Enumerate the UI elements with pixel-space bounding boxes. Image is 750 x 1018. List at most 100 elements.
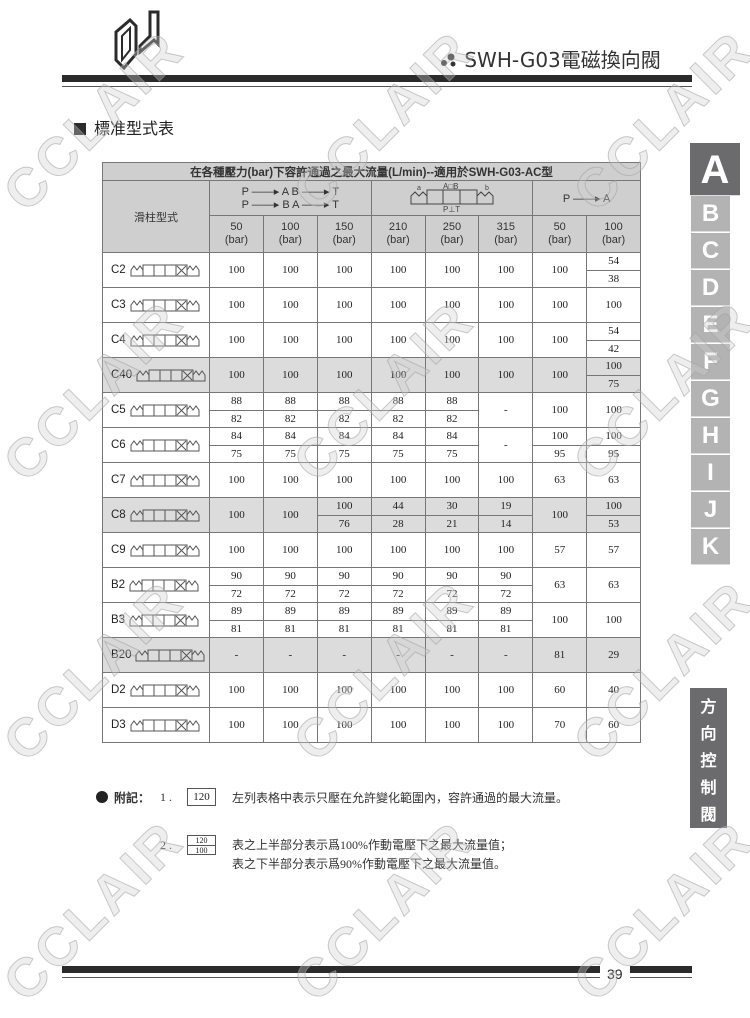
spool-symbol-icon xyxy=(130,404,200,417)
cclair-logo-icon xyxy=(114,10,160,70)
table-caption: 在各種壓力(bar)下容許通過之最大流量(L/min)--適用於SWH-G03-… xyxy=(102,162,641,181)
flow-cell: 90 72 xyxy=(424,567,480,603)
flow-cell: 84 75 xyxy=(209,427,264,463)
spool-type-label: C7 xyxy=(111,474,126,487)
split-value: 100 75 xyxy=(587,358,640,392)
split-value: 84 75 xyxy=(317,428,371,462)
flow-cell: 29 xyxy=(586,637,641,673)
category-tab-a[interactable]: A xyxy=(690,143,740,196)
pressure-label: 100 xyxy=(281,221,300,233)
spool-type-cell: D3 xyxy=(102,707,210,743)
split-value: 88 82 xyxy=(263,393,317,427)
flow-cell: 100 53 xyxy=(586,497,641,533)
category-tab-d[interactable]: D xyxy=(691,270,730,306)
flow-cell: 100 xyxy=(424,322,480,358)
notes-label: 附記： xyxy=(114,791,151,805)
flow-cell: 100 xyxy=(262,252,318,288)
flow-cell: 100 xyxy=(586,392,641,428)
flow-value-100pct: 89 xyxy=(371,603,425,621)
flow-value-100pct: 90 xyxy=(317,568,371,586)
flow-value-100pct: 100 xyxy=(587,428,640,446)
flow-value-100pct: 84 xyxy=(210,428,263,446)
pressure-header: 150 (bar) xyxy=(316,215,372,253)
spool-symbol-icon xyxy=(130,299,200,312)
spool-symbol-icon xyxy=(136,369,206,382)
flow-cell: 84 75 xyxy=(370,427,426,463)
flow-cell: 81 xyxy=(532,637,588,673)
flow-cell: 88 82 xyxy=(316,392,372,428)
flow-cell: - xyxy=(262,637,318,673)
spool-type-label: D2 xyxy=(111,684,126,697)
flow-cell: 100 xyxy=(478,672,534,708)
split-value: 90 72 xyxy=(263,568,317,602)
flow-value-100pct: 100 xyxy=(587,358,640,376)
flow-cell: 100 xyxy=(532,602,588,638)
pressure-label: 315 xyxy=(496,221,515,233)
flow-value-100pct: 100 xyxy=(533,428,587,446)
flow-cell: 63 xyxy=(586,462,641,498)
category-tab-e[interactable]: E xyxy=(691,307,730,343)
flow-cell: 100 xyxy=(478,707,534,743)
flow-cell: 100 xyxy=(532,252,588,288)
category-tab-f[interactable]: F xyxy=(691,344,730,380)
category-tab-h[interactable]: H xyxy=(691,418,730,454)
flow-cell: 88 82 xyxy=(424,392,480,428)
spool-type-cell: C6 xyxy=(102,427,210,463)
category-tab-b[interactable]: B xyxy=(691,196,730,232)
flow-value-100pct: 44 xyxy=(371,498,425,516)
category-tab-directional-control[interactable]: 方向控制閥 xyxy=(690,688,727,828)
flow-cell: 40 xyxy=(586,672,641,708)
flow-value-90pct: 38 xyxy=(608,272,620,285)
spool-symbol-icon xyxy=(130,684,200,697)
table-row: C5 88 82 88 82 88 82 88 82 88 82-100 100 xyxy=(102,392,641,428)
spool-symbol-icon xyxy=(130,544,200,557)
table-row: C3 100 100 100 100 100 100 100 100 xyxy=(102,287,641,323)
flow-value-90pct: 81 xyxy=(284,622,296,635)
spool-symbol-icon xyxy=(130,334,200,347)
split-value: 89 81 xyxy=(371,603,425,637)
flow-cell: 44 28 xyxy=(370,497,426,533)
spool-type-cell: C3 xyxy=(102,287,210,323)
flow-cell: 100 xyxy=(262,462,318,498)
flow-value-100pct: 90 xyxy=(263,568,317,586)
pressure-label: 50 xyxy=(553,221,566,233)
flow-value-100pct: 88 xyxy=(371,393,425,411)
category-tab-i[interactable]: I xyxy=(691,455,730,491)
split-value: 100 95 xyxy=(533,428,587,462)
flow-cell: 100 xyxy=(316,532,372,568)
footer-bar xyxy=(630,966,692,973)
flow-cell: 100 xyxy=(370,252,426,288)
category-tab-j[interactable]: J xyxy=(691,492,730,528)
flow-value-90pct: 75 xyxy=(338,447,350,460)
table-row: B20- - - - - -81 29 xyxy=(102,637,641,673)
spool-symbol-icon xyxy=(130,474,200,487)
flow-value-90pct: 76 xyxy=(338,517,350,530)
spool-symbol-icon xyxy=(130,719,200,732)
note-split-top: 120 xyxy=(188,836,215,846)
split-value: 54 42 xyxy=(587,323,640,357)
flow-cell: 54 42 xyxy=(586,322,641,358)
flow-value-100pct: 19 xyxy=(479,498,533,516)
flow-cell: 100 xyxy=(316,462,372,498)
flow-cell: 100 xyxy=(370,532,426,568)
category-tab-k[interactable]: K xyxy=(691,529,730,565)
flow-cell: 100 xyxy=(316,252,372,288)
flow-value-90pct: 21 xyxy=(446,517,458,530)
spool-symbol-icon xyxy=(129,579,199,592)
flow-cell: 100 75 xyxy=(586,357,641,393)
header-line xyxy=(62,86,692,87)
flow-cell: 89 81 xyxy=(209,602,264,638)
flow-cell: 90 72 xyxy=(316,567,372,603)
flow-cell: 100 xyxy=(316,287,372,323)
flow-cell: 57 xyxy=(586,532,641,568)
category-tab-g[interactable]: G xyxy=(691,381,730,417)
category-tab-c[interactable]: C xyxy=(691,233,730,269)
page-number: 39 xyxy=(607,966,623,982)
pressure-header: 100 (bar) xyxy=(586,215,641,253)
flow-value-100pct: 84 xyxy=(317,428,371,446)
flow-cell: 57 xyxy=(532,532,588,568)
flow-cell: 100 xyxy=(424,462,480,498)
flow-value-100pct: 89 xyxy=(263,603,317,621)
split-value: 30 21 xyxy=(425,498,479,532)
